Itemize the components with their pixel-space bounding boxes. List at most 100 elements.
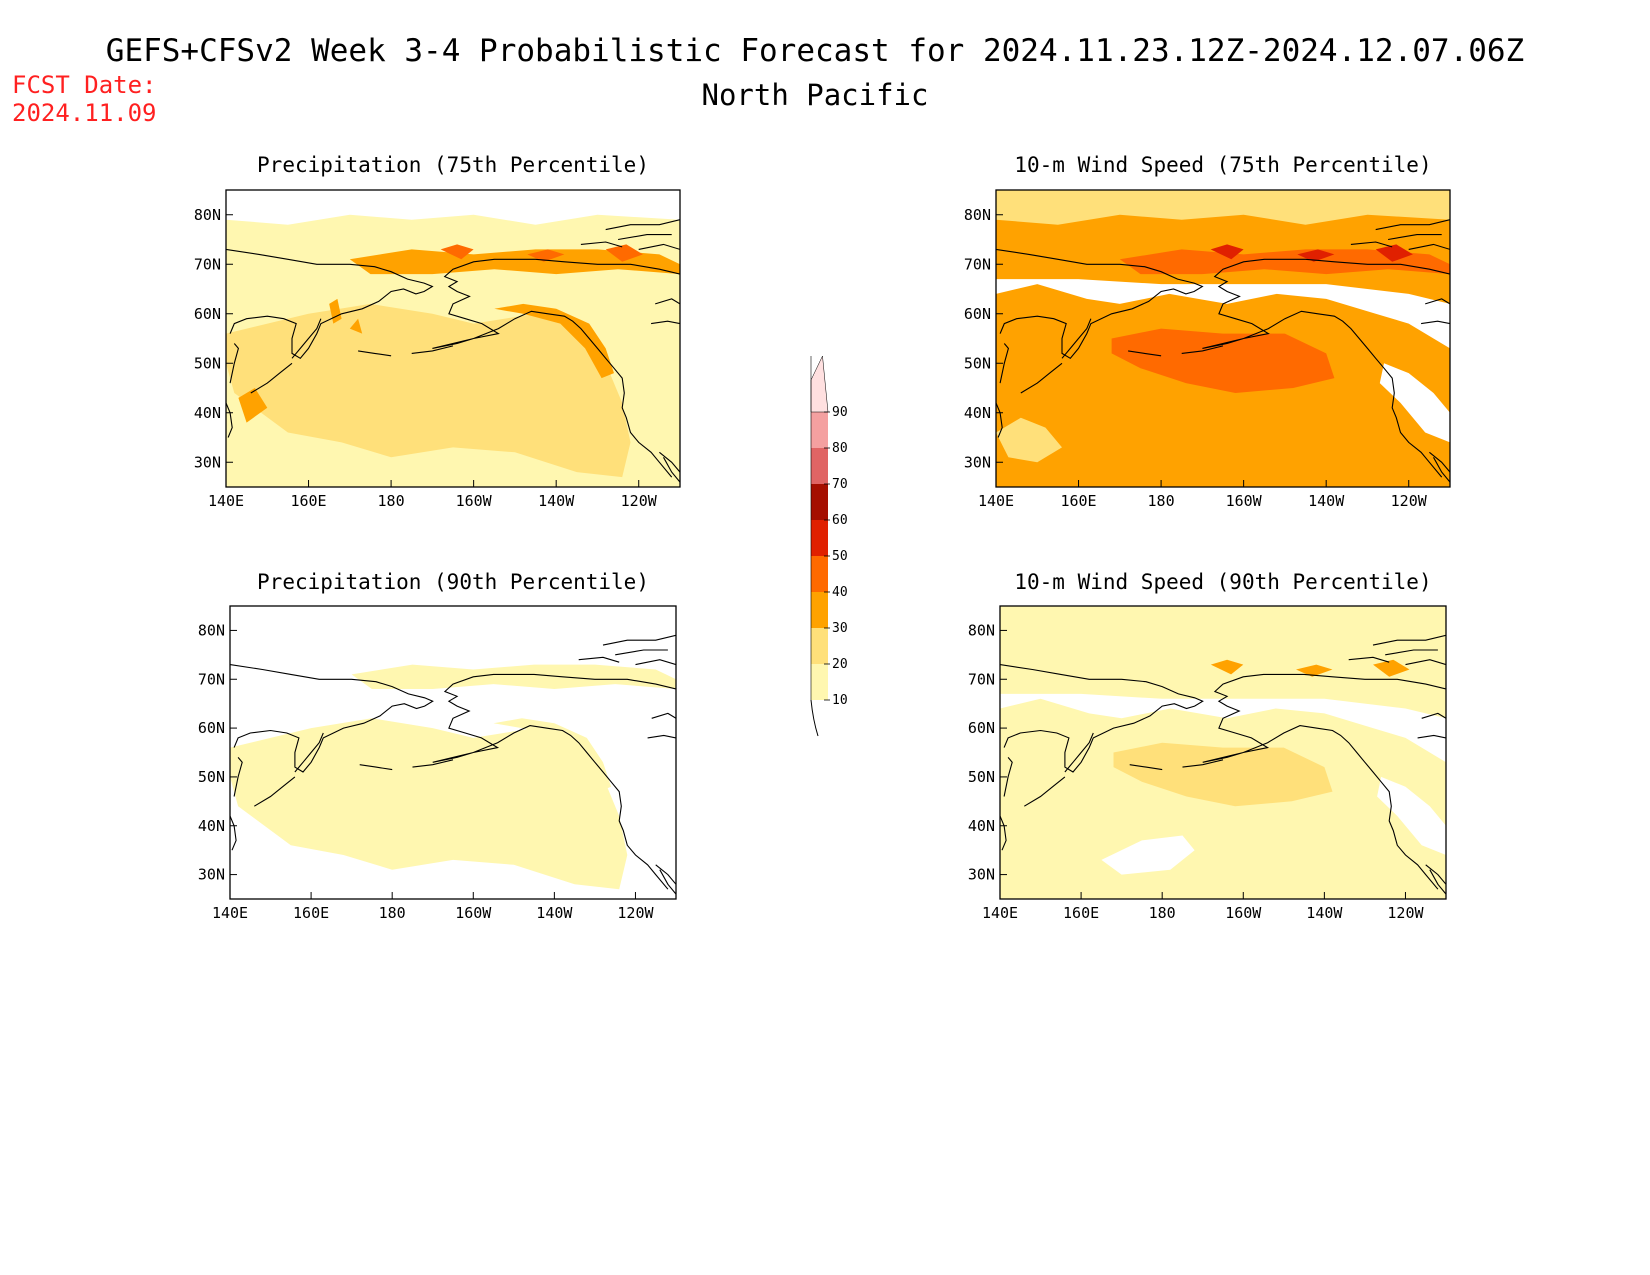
- coastlines: [1000, 634, 1446, 895]
- contour-region-land-pale: [1379, 363, 1450, 443]
- coastline: [291, 318, 322, 359]
- y-tick-label: 50N: [964, 354, 991, 372]
- y-tick-label: 50N: [968, 768, 995, 786]
- colorbar-segment: [811, 556, 828, 592]
- map-frame: [229, 605, 677, 900]
- contour-region-arctic-spots: [527, 249, 565, 262]
- coastline: [1202, 258, 1450, 478]
- panel-title: Precipitation (75th Percentile): [257, 153, 649, 177]
- x-axis: 140E 160E 180 160W 140W 120W: [982, 892, 1424, 922]
- figure-title: GEFS+CFSv2 Week 3-4 Probabilistic Foreca…: [106, 33, 1524, 69]
- x-tick-label: 160W: [455, 904, 492, 922]
- y-axis: 80N 70N 60N 50N 40N 30N: [198, 621, 237, 884]
- x-tick-label: 120W: [1387, 904, 1424, 922]
- contour-region-strip-north: [226, 190, 680, 225]
- y-tick-label: 50N: [194, 354, 221, 372]
- panel-title: Precipitation (90th Percentile): [257, 570, 649, 594]
- x-tick-label: 120W: [617, 904, 654, 922]
- y-tick-label: 70N: [194, 255, 221, 273]
- panel-precip-90: Precipitation (90th Percentile) 140E 160E…: [198, 570, 677, 922]
- contour-region-central-core: [1113, 742, 1333, 807]
- map-frame: [225, 189, 681, 488]
- colorbar-segment: [811, 592, 828, 628]
- y-tick-label: 50N: [198, 768, 225, 786]
- contour-region-arctic-band: [1119, 249, 1450, 275]
- panel-title: 10-m Wind Speed (75th Percentile): [1014, 153, 1431, 177]
- coastline: [618, 234, 672, 241]
- coastline: [1128, 350, 1162, 357]
- x-tick-label: 120W: [1391, 492, 1428, 510]
- coastline: [615, 649, 668, 656]
- coastline: [229, 343, 240, 384]
- coastline: [411, 345, 454, 354]
- contour-region-arctic-spots: [1375, 244, 1413, 262]
- y-tick-label: 40N: [968, 817, 995, 835]
- y-tick-label: 70N: [964, 255, 991, 273]
- y-tick-label: 30N: [968, 866, 995, 884]
- x-tick-label: 160E: [1060, 492, 1096, 510]
- coastline: [659, 869, 676, 895]
- contour-region-arctic-spots: [1296, 664, 1333, 677]
- colorbar-label: 60: [832, 513, 848, 528]
- coastline: [1024, 776, 1066, 807]
- coastline: [1129, 764, 1163, 771]
- coastline: [233, 757, 243, 797]
- coastline: [996, 248, 1204, 360]
- y-tick-label: 60N: [198, 719, 225, 737]
- x-axis: 140E 160E 180 160W 140W 120W: [978, 480, 1428, 510]
- contour-region-central-core: [1111, 328, 1335, 393]
- colorbar-label: 50: [832, 549, 848, 564]
- coastline: [996, 402, 1003, 438]
- x-tick-label: 160W: [1226, 492, 1263, 510]
- coastline: [1372, 634, 1446, 646]
- y-tick-label: 60N: [968, 719, 995, 737]
- x-tick-label: 140W: [1308, 492, 1345, 510]
- coastline: [226, 402, 233, 438]
- coastline: [1408, 243, 1450, 250]
- y-tick-label: 80N: [968, 621, 995, 639]
- y-tick-label: 40N: [198, 817, 225, 835]
- contour-region-land-pale: [1000, 693, 1446, 763]
- coastline: [412, 759, 454, 768]
- contour-region-land-pale: [1377, 776, 1446, 855]
- x-tick-label: 140W: [538, 492, 575, 510]
- contour-region-coast-band: [493, 718, 612, 792]
- figure-region: North Pacific: [702, 78, 929, 112]
- contour-region-arctic-spots: [1210, 244, 1244, 260]
- coastline: [605, 219, 680, 231]
- contour-region-south-west: [996, 417, 1062, 463]
- panel-precip-75: Precipitation (75th Percentile) 140E 160E…: [194, 153, 681, 510]
- coastline: [359, 764, 393, 771]
- coastline: [635, 659, 676, 666]
- map-frame: [999, 605, 1447, 900]
- x-tick-label: 140W: [536, 904, 573, 922]
- contour-region-west-spots: [349, 318, 363, 334]
- x-tick-label: 180: [378, 492, 405, 510]
- y-tick-label: 80N: [194, 206, 221, 224]
- colorbar-segment: [811, 520, 828, 556]
- coastlines: [996, 219, 1450, 483]
- colorbar-segment: [811, 448, 828, 484]
- panel-wind-75: 10-m Wind Speed (75th Percentile) 140E 16…: [964, 153, 1451, 510]
- map-frame: [995, 189, 1451, 488]
- y-tick-label: 70N: [198, 670, 225, 688]
- contour-region-arctic-spots: [1210, 659, 1244, 675]
- colorbar-label: 30: [832, 621, 848, 636]
- contour-field: [996, 190, 1450, 487]
- colorbar-label: 40: [832, 585, 848, 600]
- colorbar-segment: [811, 412, 828, 448]
- y-tick-label: 60N: [194, 305, 221, 323]
- contour-region-south-gap: [1101, 835, 1195, 875]
- coastline: [1405, 659, 1446, 666]
- y-tick-label: 80N: [964, 206, 991, 224]
- coastline: [655, 864, 676, 885]
- coastline: [638, 243, 680, 250]
- contour-region-strip-north: [996, 190, 1450, 225]
- coastline: [230, 664, 434, 773]
- coastline: [1433, 457, 1450, 483]
- coastline: [1429, 869, 1446, 895]
- y-axis: 80N 70N 60N 50N 40N 30N: [964, 206, 1003, 471]
- y-tick-label: 80N: [198, 621, 225, 639]
- colorbar-label: 90: [832, 405, 848, 420]
